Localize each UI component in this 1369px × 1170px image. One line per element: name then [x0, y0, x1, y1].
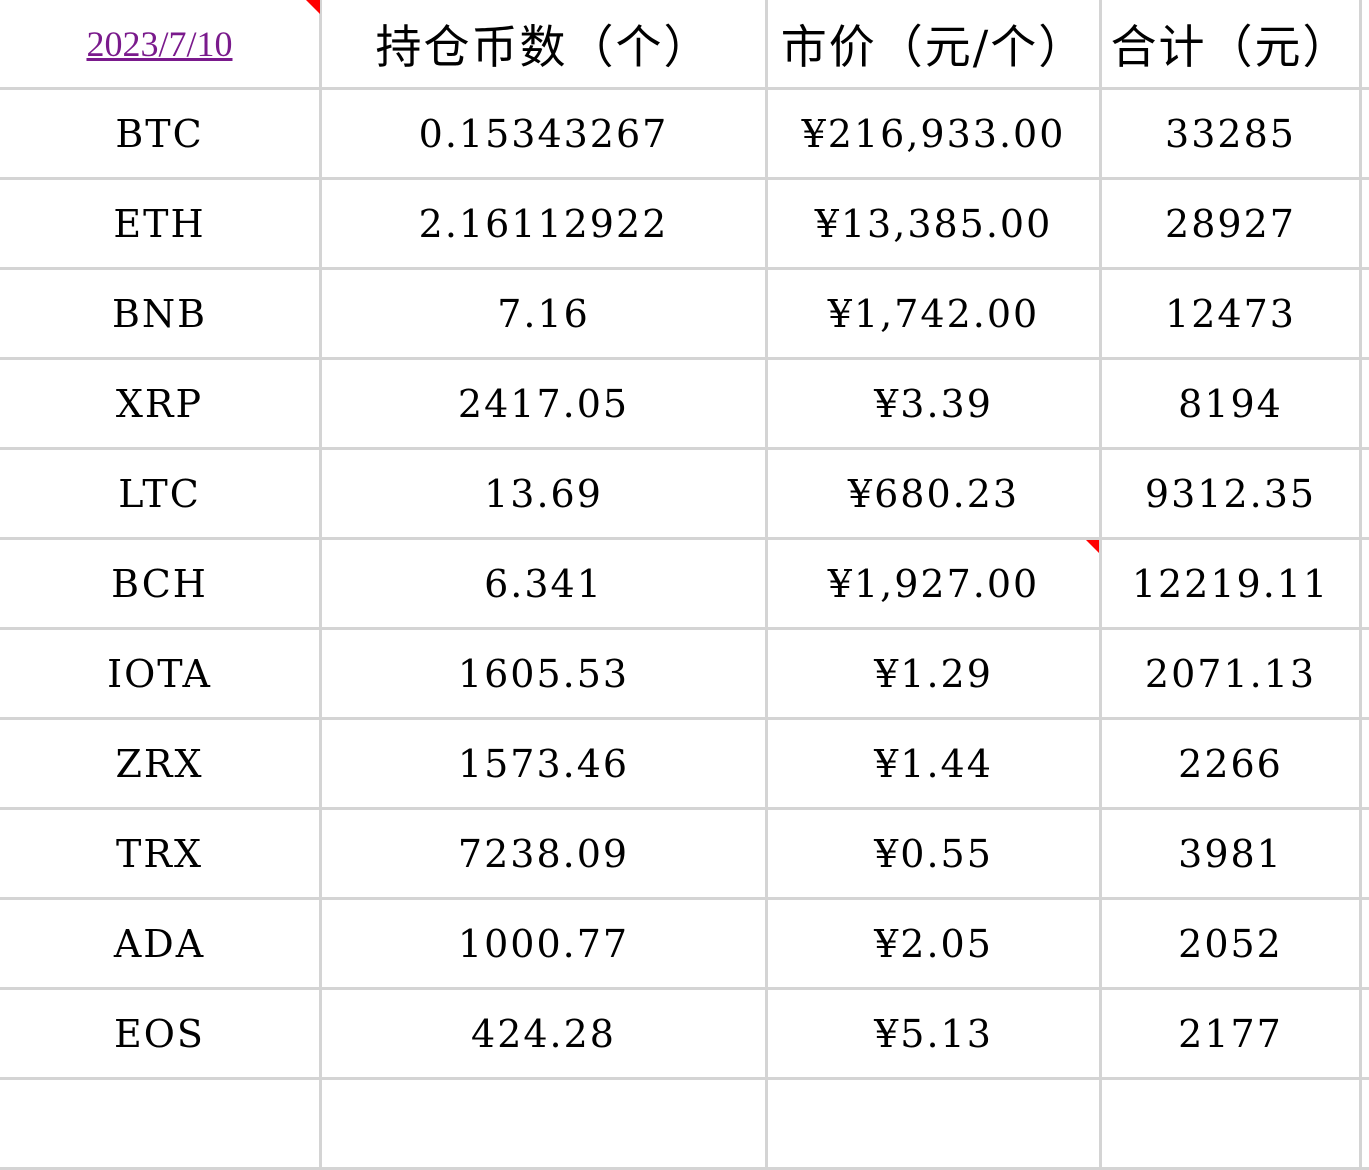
holdings-cell[interactable]: 2417.05	[322, 360, 768, 450]
price-cell[interactable]	[768, 1080, 1102, 1170]
coin-cell[interactable]: BNB	[0, 270, 322, 360]
total-cell[interactable]: 33285	[1102, 90, 1362, 180]
price-cell[interactable]: ¥3.39	[768, 360, 1102, 450]
extra-cell[interactable]	[1362, 1080, 1369, 1170]
extra-cell[interactable]	[1362, 990, 1369, 1080]
holdings-cell[interactable]: 424.28	[322, 990, 768, 1080]
price-cell[interactable]: ¥0.55	[768, 810, 1102, 900]
extra-cell[interactable]	[1362, 720, 1369, 810]
price-cell[interactable]: ¥680.23	[768, 450, 1102, 540]
extra-cell[interactable]	[1362, 360, 1369, 450]
extra-cell[interactable]	[1362, 270, 1369, 360]
coin-cell[interactable]: IOTA	[0, 630, 322, 720]
header-cell-date[interactable]: 2023/7/10	[0, 0, 322, 90]
coin-cell[interactable]: EOS	[0, 990, 322, 1080]
price-cell[interactable]: ¥2.05	[768, 900, 1102, 990]
total-cell[interactable]: 2266	[1102, 720, 1362, 810]
total-cell[interactable]: 12219.11	[1102, 540, 1362, 630]
holdings-cell[interactable]: 1573.46	[322, 720, 768, 810]
header-cell-holdings[interactable]: 持仓币数（个）	[322, 0, 768, 90]
holdings-cell[interactable]: 1000.77	[322, 900, 768, 990]
holdings-cell[interactable]: 7238.09	[322, 810, 768, 900]
extra-cell[interactable]	[1362, 630, 1369, 720]
header-cell-total[interactable]: 合计（元）	[1102, 0, 1362, 90]
price-cell[interactable]: ¥1.44	[768, 720, 1102, 810]
holdings-cell[interactable]: 6.341	[322, 540, 768, 630]
date-link[interactable]: 2023/7/10	[86, 23, 233, 64]
price-cell[interactable]: ¥1,927.00	[768, 540, 1102, 630]
header-cell-extra[interactable]	[1362, 0, 1369, 90]
total-cell[interactable]: 12473	[1102, 270, 1362, 360]
total-cell[interactable]	[1102, 1080, 1362, 1170]
coin-cell[interactable]: LTC	[0, 450, 322, 540]
header-cell-price[interactable]: 市价（元/个）	[768, 0, 1102, 90]
holdings-cell[interactable]: 1605.53	[322, 630, 768, 720]
total-cell[interactable]: 8194	[1102, 360, 1362, 450]
holdings-cell[interactable]: 2.16112922	[322, 180, 768, 270]
extra-cell[interactable]	[1362, 900, 1369, 990]
total-cell[interactable]: 2177	[1102, 990, 1362, 1080]
price-cell[interactable]: ¥13,385.00	[768, 180, 1102, 270]
total-cell[interactable]: 3981	[1102, 810, 1362, 900]
price-cell[interactable]: ¥1,742.00	[768, 270, 1102, 360]
extra-cell[interactable]	[1362, 180, 1369, 270]
total-cell[interactable]: 2052	[1102, 900, 1362, 990]
coin-cell[interactable]: XRP	[0, 360, 322, 450]
holdings-cell[interactable]: 13.69	[322, 450, 768, 540]
comment-indicator-icon[interactable]	[306, 0, 320, 14]
coin-cell[interactable]: ETH	[0, 180, 322, 270]
comment-indicator-icon[interactable]	[1086, 540, 1100, 554]
total-cell[interactable]: 9312.35	[1102, 450, 1362, 540]
holdings-cell[interactable]: 7.16	[322, 270, 768, 360]
coin-cell[interactable]	[0, 1080, 322, 1170]
coin-cell[interactable]: ZRX	[0, 720, 322, 810]
coin-cell[interactable]: ADA	[0, 900, 322, 990]
holdings-cell[interactable]	[322, 1080, 768, 1170]
coin-cell[interactable]: BCH	[0, 540, 322, 630]
extra-cell[interactable]	[1362, 450, 1369, 540]
price-cell[interactable]: ¥216,933.00	[768, 90, 1102, 180]
extra-cell[interactable]	[1362, 540, 1369, 630]
extra-cell[interactable]	[1362, 90, 1369, 180]
total-cell[interactable]: 28927	[1102, 180, 1362, 270]
coin-cell[interactable]: TRX	[0, 810, 322, 900]
price-cell[interactable]: ¥1.29	[768, 630, 1102, 720]
price-cell[interactable]: ¥5.13	[768, 990, 1102, 1080]
extra-cell[interactable]	[1362, 810, 1369, 900]
holdings-cell[interactable]: 0.15343267	[322, 90, 768, 180]
coin-cell[interactable]: BTC	[0, 90, 322, 180]
total-cell[interactable]: 2071.13	[1102, 630, 1362, 720]
